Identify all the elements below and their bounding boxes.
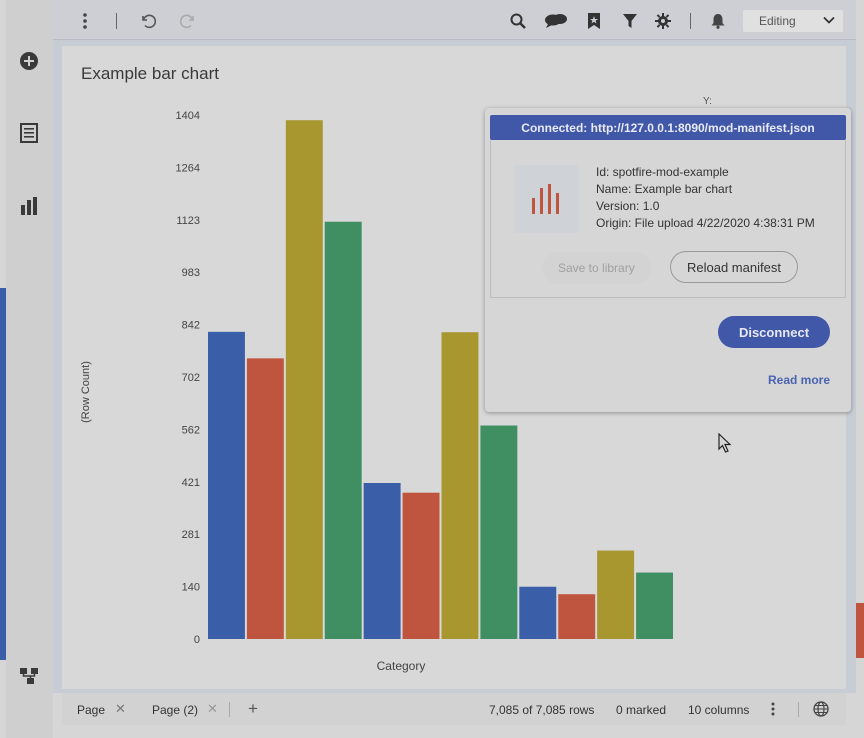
bar[interactable] [597, 550, 635, 639]
chat-icon[interactable] [543, 10, 569, 32]
tab-page-2[interactable]: Page (2) [152, 703, 199, 717]
add-icon[interactable] [18, 50, 40, 72]
filter-icon[interactable] [619, 10, 641, 32]
bar-chart[interactable]: 0 140 281 421 562 702 842 983 1123 1264 1404 (Row C… [62, 100, 742, 680]
bar-chart-icon[interactable] [18, 195, 40, 217]
add-page-button[interactable]: + [248, 699, 258, 718]
tab-separator [229, 702, 230, 717]
y-axis-selector-hint: Y: [703, 96, 712, 107]
mode-select[interactable]: Editing [743, 10, 843, 32]
y-tick-label: 842 [182, 320, 200, 332]
row-count-status: 7,085 of 7,085 rows [489, 703, 595, 717]
bar[interactable] [246, 358, 284, 639]
more-vertical-icon[interactable] [771, 702, 775, 719]
mod-id: Id: spotfire-mod-example [596, 165, 729, 179]
visualization-title: Example bar chart [81, 64, 219, 83]
mouse-cursor-icon [718, 432, 732, 458]
y-tick-label: 421 [182, 477, 200, 489]
search-icon[interactable] [507, 10, 529, 32]
tab-page[interactable]: Page [77, 703, 106, 717]
y-tick-label: 140 [182, 582, 200, 594]
reload-manifest-button[interactable]: Reload manifest [670, 251, 798, 283]
y-tick-label: 0 [194, 634, 200, 646]
redo-icon[interactable] [177, 10, 199, 32]
marked-count-status: 0 marked [616, 703, 667, 717]
globe-icon[interactable] [813, 701, 829, 720]
y-tick-label: 281 [182, 529, 200, 541]
y-tick-label: 1123 [176, 215, 200, 227]
bar[interactable] [519, 586, 557, 639]
bookmark-icon[interactable] [583, 10, 605, 32]
toolbar-separator [690, 13, 691, 29]
bar[interactable] [363, 482, 401, 639]
x-axis-label: Category [377, 659, 426, 673]
close-tab-page-2-icon[interactable]: ✕ [207, 701, 218, 716]
y-tick-label: 702 [182, 372, 200, 384]
read-more-link[interactable]: Read more [768, 373, 831, 387]
left-sidebar [6, 0, 53, 738]
toolbar-separator [116, 13, 117, 29]
bar[interactable] [480, 425, 518, 639]
y-tick-label: 1264 [176, 162, 200, 174]
bar[interactable] [402, 492, 440, 639]
more-vertical-icon[interactable] [74, 10, 96, 32]
save-to-library-button[interactable]: Save to library [542, 252, 651, 284]
mod-name: Name: Example bar chart [596, 182, 733, 196]
bar[interactable] [558, 594, 596, 639]
background-visual-edge-right [856, 603, 864, 658]
mod-bar-chart-icon [515, 165, 579, 233]
bar[interactable] [285, 120, 323, 639]
y-tick-label: 983 [182, 267, 200, 279]
mod-details: Id: spotfire-mod-example Name: Example b… [596, 164, 815, 232]
mode-select-label: Editing [759, 14, 796, 28]
mod-info-card: Id: spotfire-mod-example Name: Example b… [490, 140, 846, 298]
mod-version: Version: 1.0 [596, 199, 660, 213]
undo-icon[interactable] [137, 10, 159, 32]
bar[interactable] [636, 572, 673, 639]
disconnect-button[interactable]: Disconnect [718, 316, 830, 348]
background-visual-edge-left [0, 288, 6, 660]
top-toolbar: Editing [53, 0, 856, 40]
bar[interactable] [441, 332, 479, 639]
data-table-icon[interactable] [18, 122, 40, 144]
chevron-down-icon [823, 14, 835, 29]
gear-icon[interactable] [652, 10, 674, 32]
column-count-status: 10 columns [688, 703, 750, 717]
y-tick-label: 562 [182, 424, 200, 436]
bell-icon[interactable] [707, 10, 729, 32]
y-tick-label: 1404 [176, 110, 200, 122]
mod-origin: Origin: File upload 4/22/2020 4:38:31 PM [596, 216, 815, 230]
close-tab-page-icon[interactable]: ✕ [115, 701, 126, 716]
status-separator [798, 702, 799, 717]
data-canvas-icon[interactable] [18, 665, 40, 687]
bar[interactable] [208, 331, 245, 639]
bar[interactable] [324, 221, 362, 640]
mod-connection-popover: Connected: http://127.0.0.1:8090/mod-man… [485, 108, 851, 412]
y-axis-label: (Row Count) [80, 361, 92, 423]
connection-header: Connected: http://127.0.0.1:8090/mod-man… [490, 115, 846, 140]
status-bar: Page ✕ Page (2) ✕ + 7,085 of 7,085 rows … [62, 693, 846, 725]
